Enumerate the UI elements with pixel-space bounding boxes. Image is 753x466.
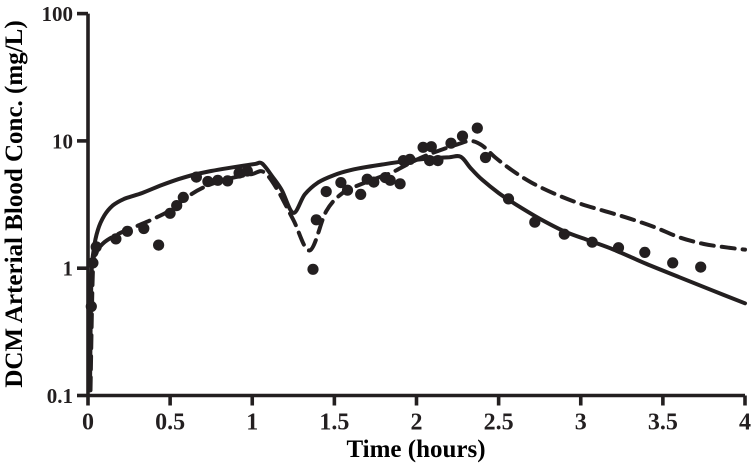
data-point xyxy=(394,178,406,190)
data-point xyxy=(110,233,122,245)
data-point xyxy=(558,228,570,240)
x-tick-label: 0 xyxy=(82,410,94,436)
data-point xyxy=(586,236,598,248)
x-tick-label: 3 xyxy=(575,410,587,436)
data-point xyxy=(417,141,429,153)
data-point xyxy=(471,122,483,134)
y-tick-label: 1 xyxy=(63,257,74,281)
data-point xyxy=(695,261,707,273)
data-point xyxy=(612,242,625,254)
x-tick-label: 2.5 xyxy=(484,410,514,436)
data-point xyxy=(87,257,99,269)
data-point xyxy=(404,153,416,165)
data-point xyxy=(190,171,202,183)
x-tick-label: 3.5 xyxy=(648,410,678,436)
data-point xyxy=(432,155,444,167)
observed-points xyxy=(85,122,707,313)
data-point xyxy=(202,175,214,188)
data-point xyxy=(667,257,679,269)
data-point xyxy=(384,174,396,186)
data-series xyxy=(85,122,747,393)
data-point xyxy=(425,141,437,153)
data-point xyxy=(171,200,183,212)
x-tick-label: 4 xyxy=(739,410,751,436)
data-point xyxy=(368,176,380,188)
data-point xyxy=(639,246,651,258)
data-point xyxy=(529,216,541,228)
data-point xyxy=(212,174,224,186)
y-tick-label: 10 xyxy=(52,129,73,153)
y-axis-title: DCM Arterial Blood Conc. (mg/L) xyxy=(1,20,28,387)
data-point xyxy=(502,193,515,205)
x-tick-label: 2 xyxy=(411,410,423,436)
y-tick-label: 0.1 xyxy=(47,384,73,408)
data-point xyxy=(177,191,189,203)
x-tick-label: 0.5 xyxy=(155,410,185,436)
data-point xyxy=(121,225,133,237)
data-point xyxy=(320,186,332,198)
data-point xyxy=(241,165,253,177)
data-point xyxy=(479,151,492,164)
data-point xyxy=(456,130,469,142)
data-point xyxy=(222,175,234,187)
data-point xyxy=(424,155,436,167)
tick-labels: 0.1 1 10 100 0 0.5 1 1.5 2 2.5 3 3.5 4 xyxy=(42,2,752,435)
x-axis-title: Time (hours) xyxy=(346,436,485,463)
data-point xyxy=(164,207,176,219)
data-point xyxy=(153,239,165,251)
data-point xyxy=(335,177,347,189)
data-point xyxy=(341,184,354,196)
data-point xyxy=(138,222,150,235)
axes xyxy=(77,11,747,406)
x-tick-label: 1 xyxy=(246,410,258,436)
x-tick-label: 1.5 xyxy=(319,410,349,436)
data-point xyxy=(85,300,97,313)
data-point xyxy=(90,241,102,253)
y-tick-label: 100 xyxy=(42,2,74,26)
data-point xyxy=(310,214,322,226)
data-point xyxy=(355,188,367,200)
data-point xyxy=(445,137,457,149)
model-curve-solid xyxy=(88,154,747,393)
data-point xyxy=(307,263,319,275)
